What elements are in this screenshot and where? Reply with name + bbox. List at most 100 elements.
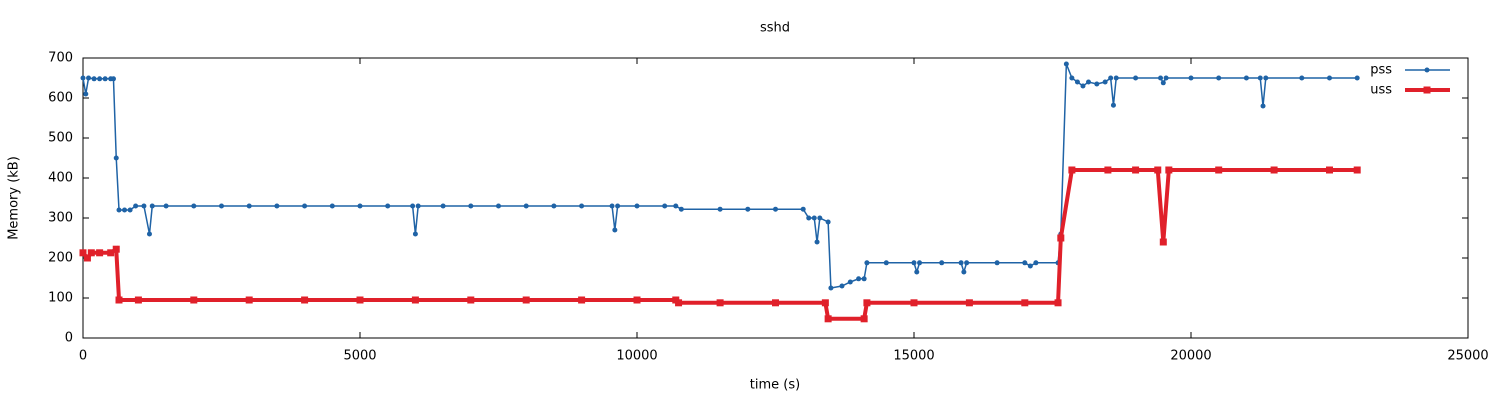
point xyxy=(149,203,155,209)
point xyxy=(1102,79,1108,85)
point xyxy=(578,296,586,304)
point xyxy=(127,207,133,213)
point xyxy=(883,260,889,266)
point xyxy=(1216,75,1222,81)
point xyxy=(745,206,751,212)
point xyxy=(115,296,123,304)
point xyxy=(1270,166,1278,174)
point xyxy=(1074,79,1080,85)
point xyxy=(1033,260,1039,266)
point xyxy=(468,203,474,209)
point xyxy=(134,296,142,304)
point xyxy=(112,245,120,253)
point xyxy=(1257,75,1263,81)
point xyxy=(411,296,419,304)
point xyxy=(1158,75,1164,81)
point xyxy=(609,203,615,209)
point xyxy=(1132,166,1140,174)
point xyxy=(1133,75,1139,81)
point xyxy=(1260,103,1266,109)
point xyxy=(110,76,116,82)
point xyxy=(1243,75,1249,81)
point xyxy=(1299,75,1305,81)
point xyxy=(141,203,147,209)
point xyxy=(1188,75,1194,81)
point xyxy=(825,219,831,225)
point xyxy=(856,276,862,282)
point xyxy=(1054,299,1062,307)
point xyxy=(1069,75,1075,81)
point xyxy=(811,215,817,221)
x-tick-label: 0 xyxy=(79,349,87,364)
point xyxy=(717,206,723,212)
point xyxy=(302,203,308,209)
point xyxy=(839,283,845,289)
x-axis-label: time (s) xyxy=(750,378,800,393)
point xyxy=(678,206,684,212)
point xyxy=(673,203,679,209)
point xyxy=(1154,166,1162,174)
point xyxy=(964,260,970,266)
point xyxy=(814,239,820,245)
point xyxy=(191,203,197,209)
y-tick-label: 200 xyxy=(48,251,73,266)
legend-label: uss xyxy=(1370,83,1392,98)
point xyxy=(1068,166,1076,174)
point xyxy=(87,249,95,257)
point xyxy=(612,227,618,233)
point xyxy=(190,296,198,304)
chart-title: sshd xyxy=(760,21,790,36)
x-tick-label: 10000 xyxy=(616,349,657,364)
point xyxy=(914,269,920,275)
point xyxy=(107,249,115,257)
legend-marker xyxy=(1424,67,1430,73)
point xyxy=(994,260,1000,266)
point xyxy=(1022,260,1028,266)
point xyxy=(133,203,139,209)
point xyxy=(357,203,363,209)
point xyxy=(102,76,108,82)
point xyxy=(97,76,103,82)
point xyxy=(1353,166,1361,174)
point xyxy=(356,296,364,304)
point xyxy=(1327,75,1332,81)
y-tick-label: 400 xyxy=(48,171,73,186)
point xyxy=(329,203,335,209)
point xyxy=(1159,238,1167,246)
point xyxy=(467,296,475,304)
point xyxy=(523,203,529,209)
x-tick-label: 15000 xyxy=(893,349,934,364)
point xyxy=(662,203,668,209)
point xyxy=(80,75,86,81)
point xyxy=(1110,102,1116,108)
point xyxy=(1113,75,1119,81)
point xyxy=(861,276,867,282)
point xyxy=(1326,166,1333,174)
point xyxy=(961,269,967,275)
point xyxy=(412,231,418,237)
point xyxy=(633,296,641,304)
point xyxy=(410,203,416,209)
x-tick-label: 5000 xyxy=(343,349,376,364)
point xyxy=(1027,263,1033,269)
point xyxy=(958,260,964,266)
point xyxy=(274,203,280,209)
y-tick-label: 500 xyxy=(48,131,73,146)
point xyxy=(116,207,122,213)
point xyxy=(911,260,917,266)
point xyxy=(917,260,923,266)
point xyxy=(675,299,683,307)
point xyxy=(1063,61,1069,67)
legend-marker xyxy=(1423,86,1431,94)
series-line xyxy=(82,63,1358,289)
point xyxy=(96,249,104,257)
point xyxy=(939,260,945,266)
point xyxy=(1108,75,1114,81)
point xyxy=(1165,166,1173,174)
point xyxy=(1080,83,1086,89)
point xyxy=(415,203,421,209)
x-tick-label: 25000 xyxy=(1447,349,1488,364)
y-tick-label: 300 xyxy=(48,211,73,226)
point xyxy=(91,76,97,82)
